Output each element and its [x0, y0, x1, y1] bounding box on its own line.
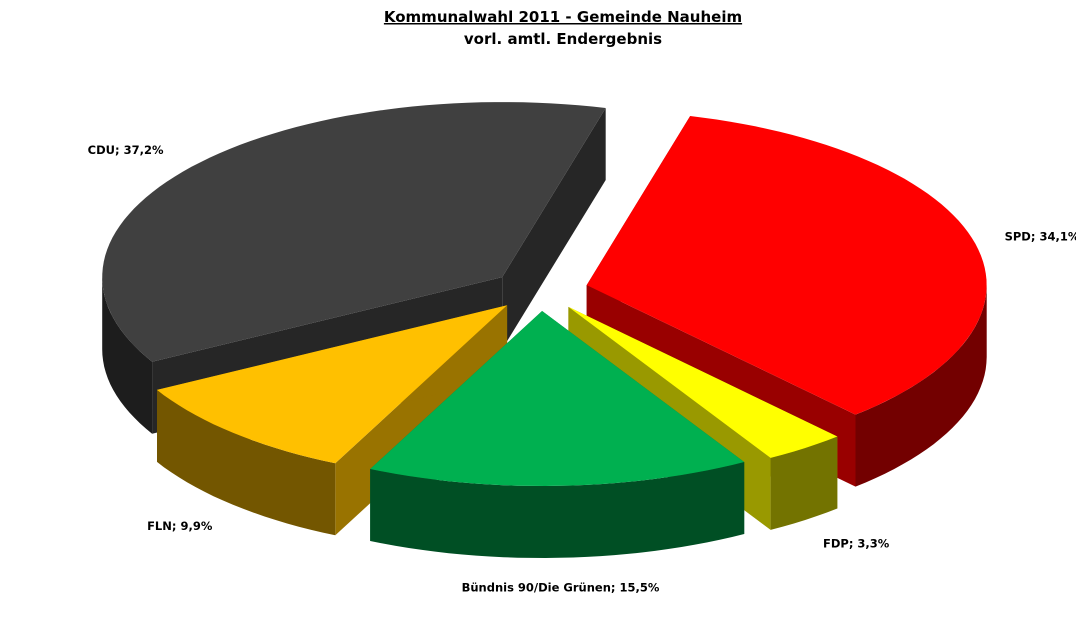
chart-subtitle: vorl. amtl. Endergebnis	[464, 30, 662, 48]
data-label: Bündnis 90/Die Grünen; 15,5%	[462, 580, 660, 594]
data-label: CDU; 37,2%	[88, 143, 164, 157]
slice-wall	[855, 285, 987, 487]
slice-wall	[157, 389, 336, 536]
data-label: FLN; 9,9%	[147, 519, 213, 533]
slice-top	[102, 102, 606, 362]
data-label: FDP; 3,3%	[823, 537, 890, 551]
chart-title: Kommunalwahl 2011 - Gemeinde Nauheim	[384, 8, 742, 26]
slice-wall	[102, 277, 153, 434]
slice-top	[157, 305, 508, 464]
slice-side	[502, 108, 606, 350]
data-label: SPD; 34,1%	[1005, 229, 1076, 243]
slice-top	[568, 306, 838, 458]
slice	[370, 311, 745, 558]
slice-top	[370, 311, 745, 486]
plot-area	[102, 102, 987, 558]
slice-wall	[770, 436, 838, 530]
slice-top	[586, 116, 987, 415]
slice-wall	[370, 462, 745, 558]
